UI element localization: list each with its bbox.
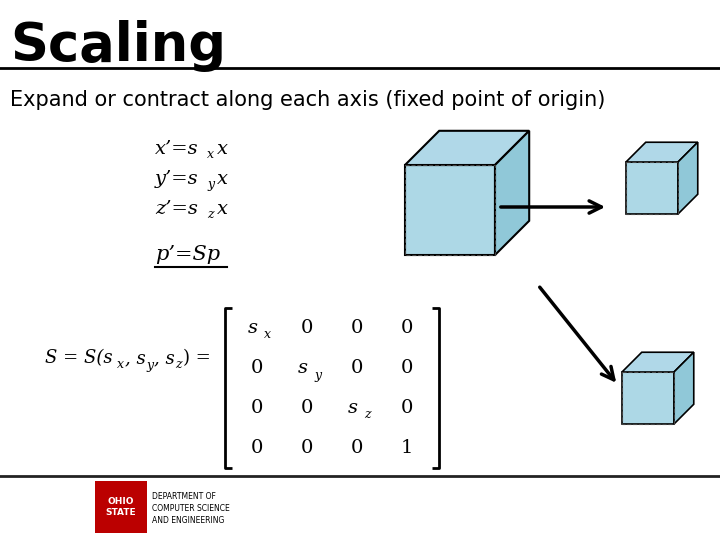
Text: x: x: [264, 328, 271, 341]
Text: S = S(s: S = S(s: [45, 349, 112, 367]
Text: y: y: [314, 368, 321, 381]
Text: x: x: [207, 148, 214, 161]
Text: s: s: [248, 319, 258, 337]
Polygon shape: [626, 142, 698, 162]
Text: 0: 0: [301, 399, 313, 417]
Polygon shape: [405, 131, 529, 165]
FancyBboxPatch shape: [95, 481, 147, 533]
Text: 0: 0: [251, 399, 264, 417]
Polygon shape: [626, 162, 678, 214]
Text: y: y: [207, 178, 214, 191]
Text: 0: 0: [301, 439, 313, 457]
Text: z: z: [207, 208, 214, 221]
Text: COMPUTER SCIENCE: COMPUTER SCIENCE: [152, 504, 230, 513]
Text: AND ENGINEERING: AND ENGINEERING: [152, 516, 225, 525]
Polygon shape: [622, 352, 694, 372]
Polygon shape: [678, 142, 698, 214]
Text: Expand or contract along each axis (fixed point of origin): Expand or contract along each axis (fixe…: [10, 90, 606, 110]
Polygon shape: [622, 372, 674, 424]
Text: ) =: ) =: [183, 349, 211, 367]
Text: 0: 0: [351, 359, 363, 377]
Text: Scaling: Scaling: [10, 20, 226, 72]
Text: 0: 0: [351, 439, 363, 457]
Polygon shape: [674, 352, 694, 424]
Text: p’=Sp: p’=Sp: [155, 245, 220, 264]
Text: , s: , s: [125, 349, 145, 367]
Text: 0: 0: [351, 319, 363, 337]
Text: 0: 0: [251, 359, 264, 377]
Text: s: s: [298, 359, 308, 377]
Text: 1: 1: [401, 439, 413, 457]
Text: x: x: [117, 359, 124, 372]
Text: OHIO
STATE: OHIO STATE: [106, 497, 136, 517]
Text: z: z: [364, 408, 371, 422]
Text: x’=s: x’=s: [155, 140, 199, 158]
Text: z: z: [175, 359, 181, 372]
Text: 0: 0: [401, 319, 413, 337]
Polygon shape: [405, 165, 495, 255]
Text: x: x: [217, 140, 228, 158]
Polygon shape: [495, 131, 529, 255]
Text: s: s: [348, 399, 358, 417]
Text: 0: 0: [251, 439, 264, 457]
Text: 0: 0: [401, 359, 413, 377]
Text: x: x: [217, 200, 228, 218]
Text: y’=s: y’=s: [155, 170, 199, 188]
Text: 0: 0: [401, 399, 413, 417]
Text: z’=s: z’=s: [155, 200, 198, 218]
Text: y: y: [146, 359, 153, 372]
Text: , s: , s: [154, 349, 175, 367]
Text: DEPARTMENT OF: DEPARTMENT OF: [152, 492, 216, 501]
Text: 0: 0: [301, 319, 313, 337]
Text: x: x: [217, 170, 228, 188]
